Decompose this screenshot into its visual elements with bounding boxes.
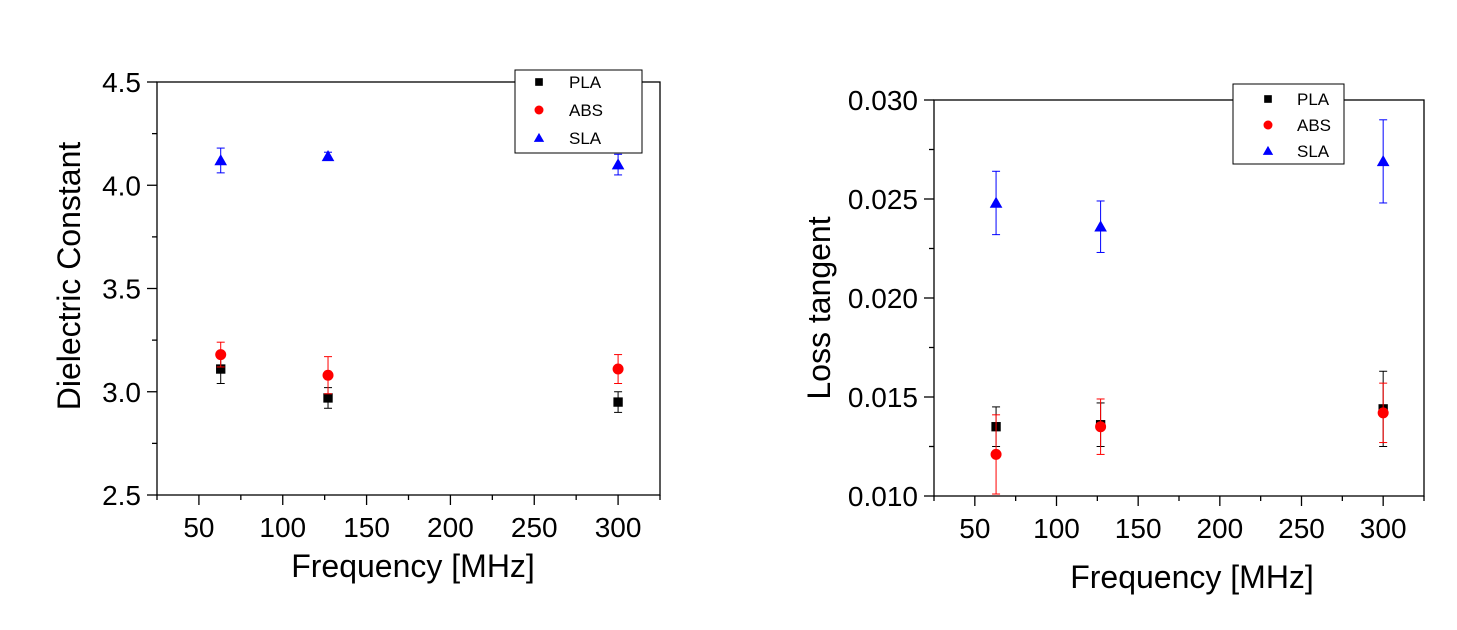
legend-right: PLA ABS SLA	[1232, 83, 1345, 165]
x-axis-label-right: Frequency [MHz]	[1070, 559, 1314, 595]
x-tick-label: 200	[427, 512, 474, 543]
x-tick-label: 300	[1360, 513, 1407, 544]
axis-ticks-right-chart: 50 100 150 200 250 300 0.010 0.015 0.020 0.025 0.0…	[848, 85, 1425, 544]
data-marks-right-chart	[989, 119, 1390, 495]
sla-point	[989, 196, 1003, 208]
dielectric-constant-chart: 50 100 150 200 250 300 2.5 3.0 3.5 4.0 4.5 Frequen…	[51, 67, 661, 584]
plot-frame-right	[933, 99, 1425, 497]
pla-point	[216, 364, 226, 374]
y-tick-label: 0.020	[848, 283, 918, 314]
y-tick-label: 2.5	[102, 480, 141, 511]
x-tick-label: 150	[1115, 513, 1162, 544]
y-tick-label: 0.015	[848, 382, 918, 413]
legend-left: PLA ABS SLA	[514, 69, 643, 154]
y-tick-label: 0.030	[848, 85, 918, 116]
y-tick-label: 4.0	[102, 170, 141, 201]
sla-point	[1376, 155, 1390, 167]
legend-marker-sla	[533, 132, 545, 142]
x-tick-label: 250	[1278, 513, 1325, 544]
legend-marker-sla	[1262, 145, 1274, 155]
sla-point	[1094, 220, 1107, 232]
y-tick-label: 0.010	[848, 481, 918, 512]
y-tick-label: 3.5	[102, 274, 141, 305]
y-axis-label-right: Loss tangent	[801, 216, 837, 399]
legend-label-sla: SLA	[1297, 142, 1330, 161]
x-axis-label-left: Frequency [MHz]	[291, 548, 535, 584]
abs-point	[215, 349, 227, 361]
abs-point	[1095, 421, 1107, 433]
pla-point	[613, 397, 623, 407]
x-tick-label: 300	[595, 512, 642, 543]
axis-ticks-left-chart: 50 100 150 200 250 300 2.5 3.0 3.5 4.0 4.5	[102, 67, 661, 543]
legend-marker-abs	[534, 105, 544, 115]
x-tick-label: 200	[1196, 513, 1243, 544]
legend-marker-pla	[1264, 95, 1272, 103]
loss-tangent-chart: 50 100 150 200 250 300 0.010 0.015 0.020 0.025 0.0…	[801, 83, 1425, 595]
x-tick-label: 250	[511, 512, 558, 543]
legend-label-pla: PLA	[1297, 90, 1330, 109]
x-tick-label: 100	[259, 512, 306, 543]
legend-marker-pla	[535, 78, 543, 86]
legend-label-pla: PLA	[569, 73, 602, 92]
legend-label-abs: ABS	[1297, 116, 1331, 135]
abs-point	[990, 448, 1002, 460]
x-tick-label: 150	[343, 512, 390, 543]
y-tick-label: 4.5	[102, 67, 141, 98]
y-axis-label-left: Dielectric Constant	[51, 142, 87, 411]
legend-box-right	[1232, 83, 1345, 165]
pla-point	[323, 393, 333, 403]
sla-point	[611, 158, 625, 170]
y-tick-label: 0.025	[848, 184, 918, 215]
abs-point	[322, 369, 334, 381]
sla-point	[214, 154, 228, 166]
sla-point	[321, 150, 335, 162]
x-tick-label: 50	[183, 512, 214, 543]
legend-marker-abs	[1263, 120, 1273, 130]
legend-label-abs: ABS	[569, 101, 603, 120]
y-tick-label: 3.0	[102, 377, 141, 408]
abs-point	[612, 363, 624, 375]
data-marks-left-chart	[214, 147, 625, 413]
x-tick-label: 100	[1033, 513, 1080, 544]
x-tick-label: 50	[959, 513, 990, 544]
legend-label-sla: SLA	[569, 129, 602, 148]
abs-point	[1377, 407, 1389, 419]
